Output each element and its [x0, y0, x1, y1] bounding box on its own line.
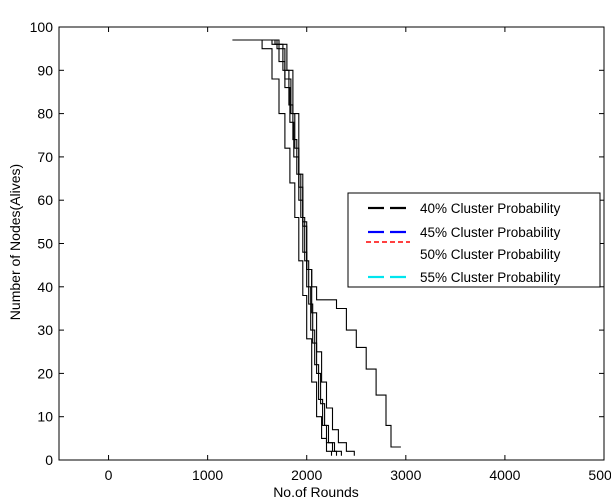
series-layer	[232, 39, 401, 456]
y-tick-label: 100	[30, 19, 54, 35]
x-axis-label: No.of Rounds	[273, 484, 359, 500]
legend-label: 55% Cluster Probability	[420, 270, 561, 285]
y-axis-label: Number of Nodes(Alives)	[7, 164, 23, 320]
y-tick-label: 40	[37, 279, 53, 295]
legend: 40% Cluster Probability 45% Cluster Proba…	[347, 192, 601, 288]
series-line-1	[232, 39, 333, 456]
x-tick-label: 2000	[291, 467, 322, 483]
y-tick-label: 30	[37, 322, 53, 338]
legend-label: 45% Cluster Probability	[420, 225, 561, 240]
y-tick-label: 60	[37, 192, 53, 208]
y-tick-label: 50	[37, 236, 53, 252]
y-tick-label: 90	[37, 62, 53, 78]
x-tick-label: 1000	[192, 467, 223, 483]
y-tick-label: 10	[37, 409, 53, 425]
legend-label: 50% Cluster Probability	[420, 247, 561, 262]
x-tick-label: 0	[105, 467, 113, 483]
series-line-5	[269, 39, 401, 448]
legend-label: 40% Cluster Probability	[420, 201, 561, 216]
y-tick-label: 20	[37, 365, 53, 381]
x-tick-label: 3000	[390, 467, 421, 483]
y-tick-label: 0	[45, 452, 53, 468]
y-tick-label: 70	[37, 149, 53, 165]
y-tick-label: 80	[37, 106, 53, 122]
x-tick-label: 4000	[489, 467, 520, 483]
